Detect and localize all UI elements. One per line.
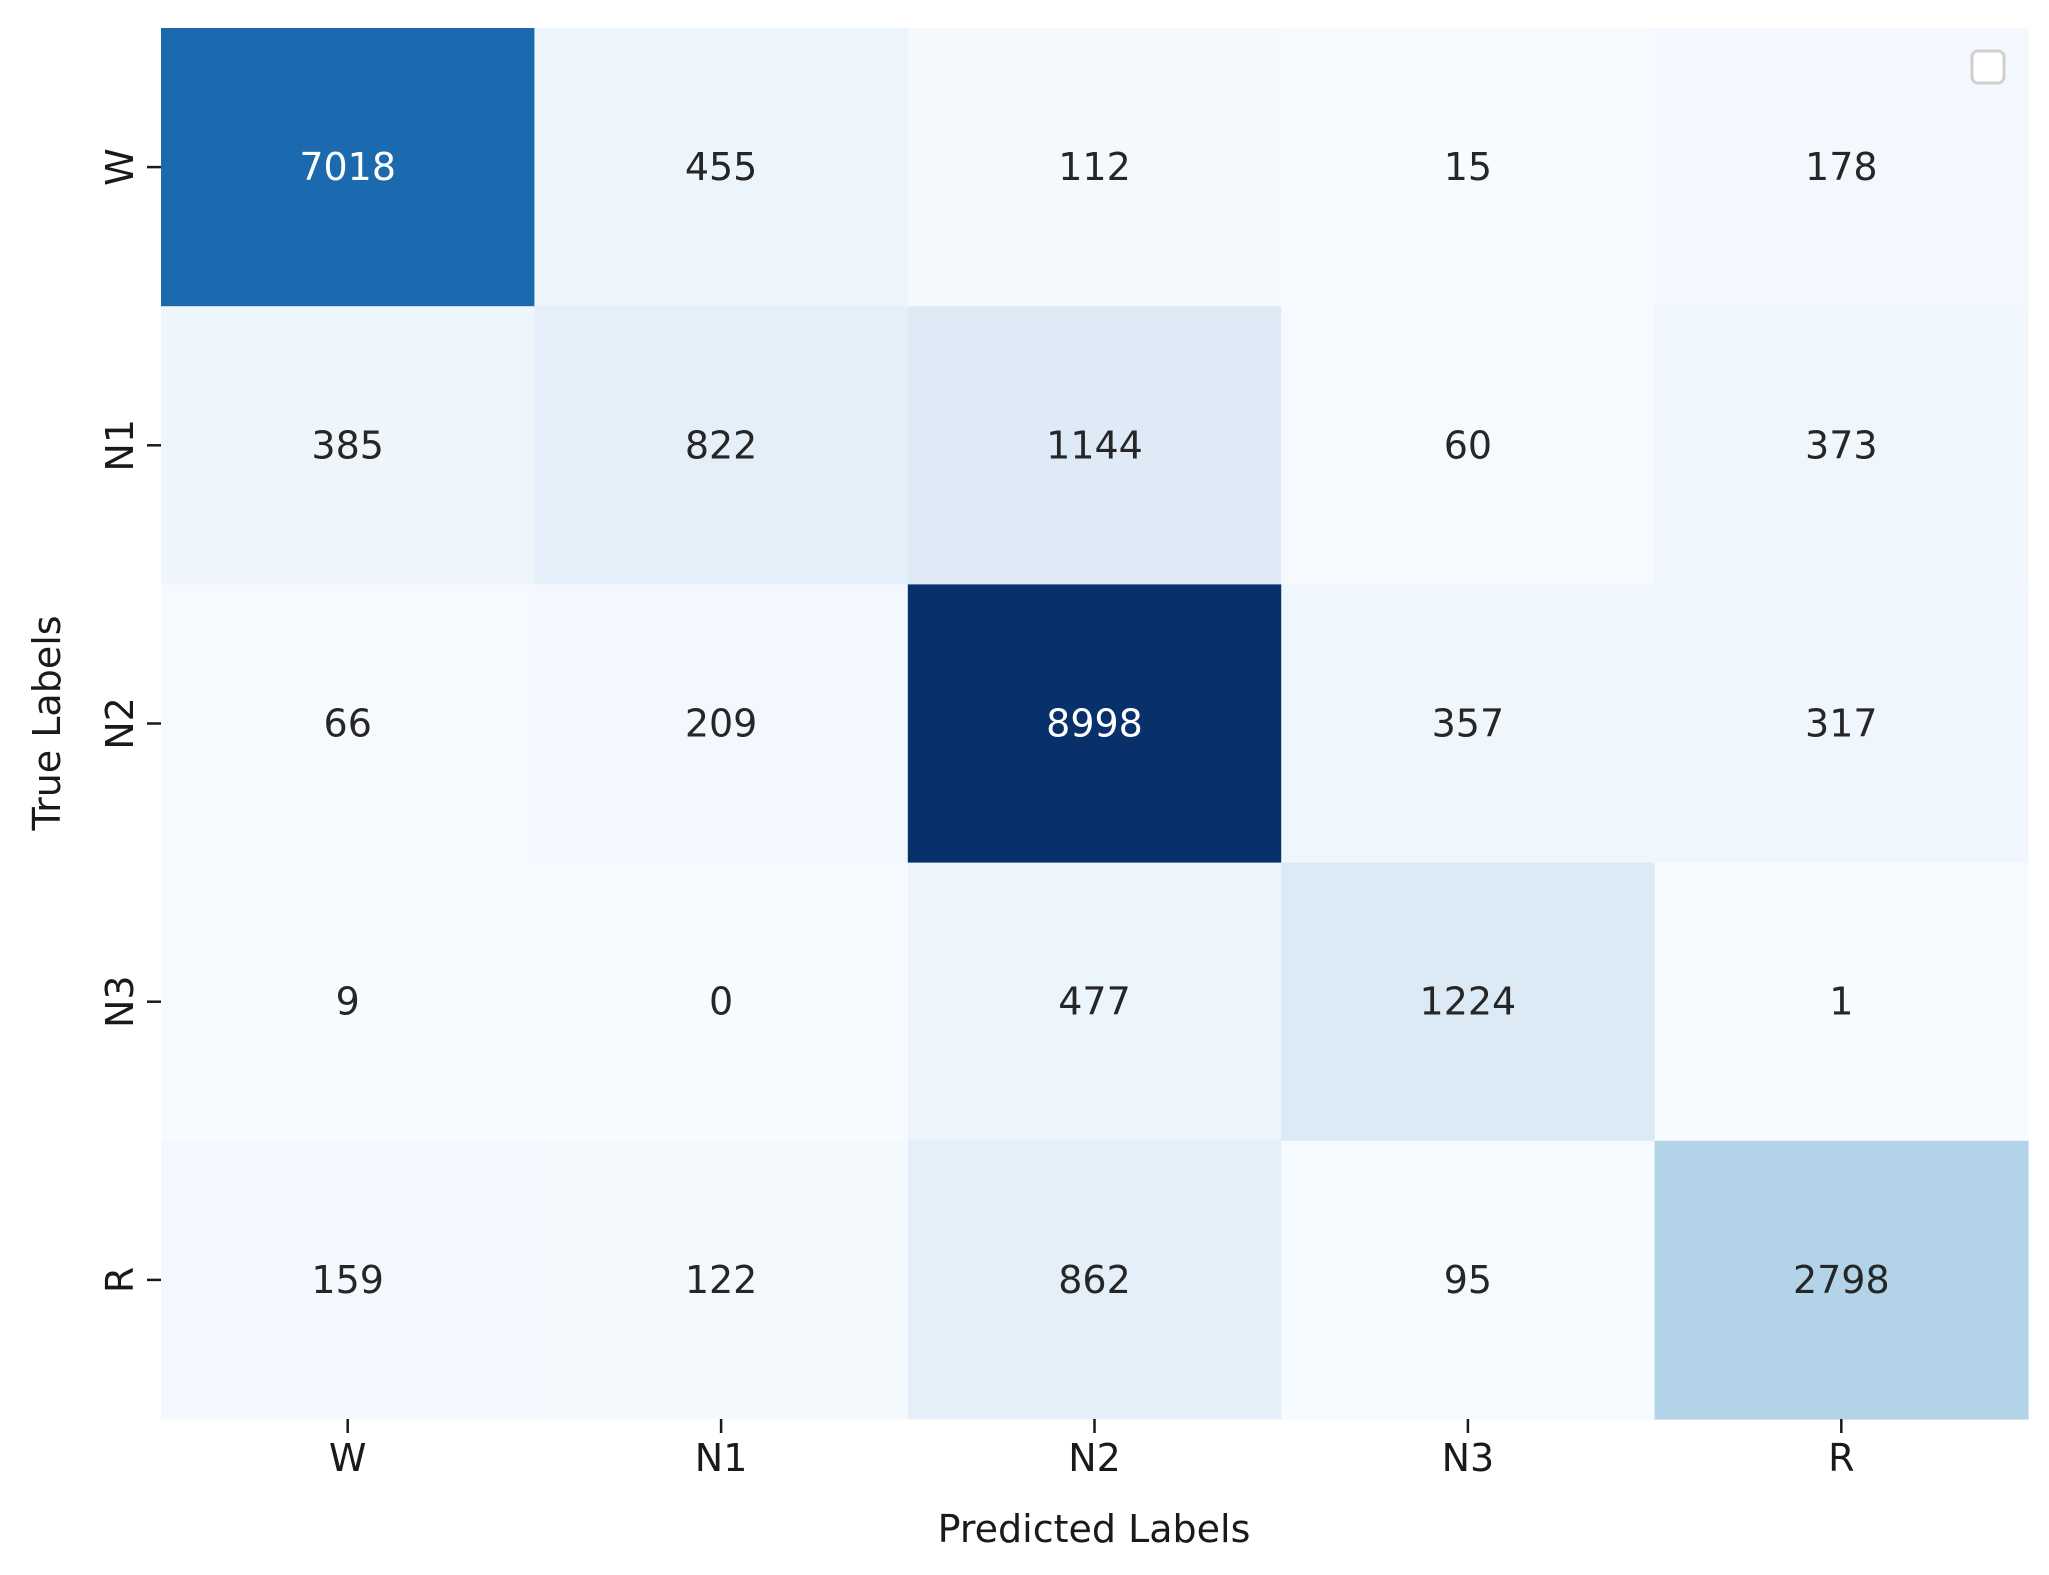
heatmap-cell-n3-r (1654, 862, 2029, 1142)
heatmap-cells (161, 28, 2029, 1420)
heatmap-cell-w-n2 (907, 28, 1282, 307)
x-tick-label: N2 (1068, 1436, 1121, 1480)
cell-value-label: 60 (1444, 423, 1492, 467)
heatmap-cell-n3-n2 (907, 862, 1282, 1142)
heatmap-cell-n3-w (161, 862, 535, 1142)
y-tick-label: N3 (98, 975, 142, 1028)
legend-box (1970, 49, 2006, 85)
cell-value-label: 95 (1444, 1258, 1492, 1302)
heatmap-cell-n1-n2 (907, 306, 1282, 585)
x-tick-label: N1 (695, 1436, 748, 1480)
cell-value-label: 8998 (1046, 702, 1143, 746)
cell-value-label: 822 (685, 423, 758, 467)
heatmap-cell-n1-n1 (534, 306, 909, 585)
x-tick-label: N3 (1442, 1436, 1495, 1480)
heatmap-cell-r-n1 (534, 1140, 909, 1420)
x-tick-label: W (329, 1436, 367, 1480)
cell-value-label: 373 (1805, 423, 1878, 467)
cell-value-label: 862 (1058, 1258, 1131, 1302)
y-tick-label: N2 (98, 697, 142, 750)
y-tick-label: N1 (98, 419, 142, 472)
x-tick-label: R (1828, 1436, 1854, 1480)
cell-value-label: 385 (311, 423, 384, 467)
y-tick-label: R (98, 1267, 142, 1293)
cell-value-label: 455 (685, 145, 758, 189)
cell-value-label: 7018 (299, 145, 396, 189)
heatmap-cell-n3-n1 (534, 862, 909, 1142)
cell-value-label: 15 (1444, 145, 1492, 189)
cell-value-label: 66 (324, 702, 372, 746)
cell-value-label: 178 (1805, 145, 1878, 189)
x-axis-title: Predicted Labels (938, 1507, 1251, 1551)
heatmap-cell-n2-n3 (1281, 584, 1656, 864)
cell-value-label: 1224 (1420, 980, 1517, 1024)
cell-value-label: 112 (1058, 145, 1131, 189)
heatmap-cell-n1-w (161, 306, 535, 585)
heatmap-cell-n2-r (1654, 584, 2029, 864)
cell-value-label: 477 (1058, 980, 1131, 1024)
cell-value-label: 1 (1829, 980, 1853, 1024)
heatmap-cell-n2-n1 (534, 584, 909, 864)
y-tick-label: W (98, 148, 142, 186)
heatmap-cell-w-r (1654, 28, 2029, 307)
heatmap-cell-n1-n3 (1281, 306, 1656, 585)
cell-value-label: 122 (685, 1258, 758, 1302)
heatmap-cell-r-r (1654, 1140, 2029, 1420)
cell-value-label: 9 (336, 980, 360, 1024)
heatmap-cell-n1-r (1654, 306, 2029, 585)
heatmap-cell-n2-w (161, 584, 535, 864)
heatmap-cell-r-w (161, 1140, 535, 1420)
cell-value-label: 0 (709, 980, 733, 1024)
cell-value-label: 357 (1432, 702, 1505, 746)
cell-annotations: 7018 455 112 15 178 385 822 1144 60 373 66 209 8998 3… (299, 145, 1889, 1302)
cell-value-label: 159 (311, 1258, 384, 1302)
heatmap-cell-r-n2 (907, 1140, 1282, 1420)
cell-value-label: 1144 (1046, 423, 1143, 467)
heatmap-cell-r-n3 (1281, 1140, 1656, 1420)
y-axis-title: True Labels (25, 615, 69, 831)
axis-ticks: W N1 N2 N3 R W N1 N2 N3 R (98, 148, 1855, 1480)
cell-value-label: 209 (685, 702, 758, 746)
heatmap-cell-w-n1 (534, 28, 909, 307)
cell-value-label: 2798 (1793, 1258, 1890, 1302)
heatmap-cell-w-w (161, 28, 535, 307)
heatmap-cell-n2-n2 (907, 584, 1282, 864)
heatmap-cell-n3-n3 (1281, 862, 1656, 1142)
heatmap-cell-w-n3 (1281, 28, 1656, 307)
cell-value-label: 317 (1805, 702, 1878, 746)
